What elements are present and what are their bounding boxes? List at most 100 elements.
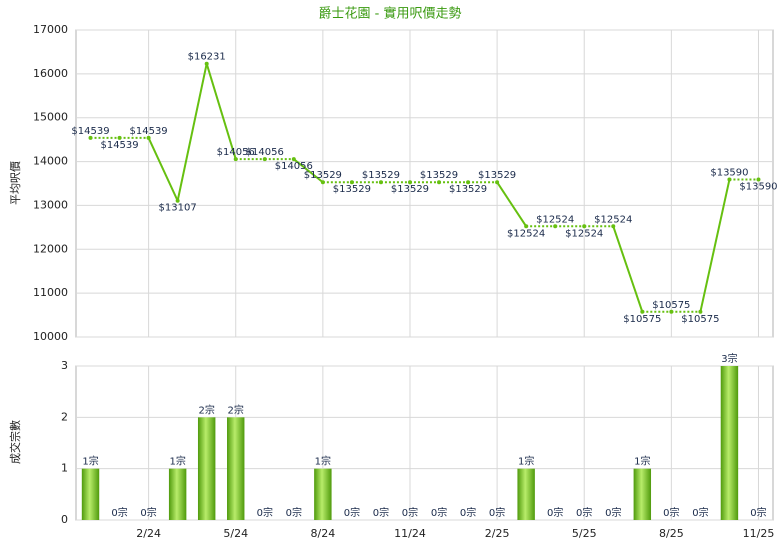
x-tick-label: 8/24 xyxy=(311,527,336,540)
value-label: $10575 xyxy=(652,300,690,311)
y-tick-label: 12000 xyxy=(33,242,68,255)
value-label: $14056 xyxy=(275,161,313,172)
point xyxy=(582,224,587,229)
value-label: 0宗 xyxy=(402,506,418,519)
y-tick-label: 11000 xyxy=(33,286,68,299)
point xyxy=(262,157,267,162)
line-segment xyxy=(147,137,179,202)
y-tick-label: 16000 xyxy=(33,67,68,80)
bar xyxy=(517,468,535,520)
point xyxy=(320,180,325,185)
line-segment xyxy=(612,225,644,313)
value-label: 0宗 xyxy=(257,506,273,519)
line-segment xyxy=(205,63,237,160)
value-label: $12524 xyxy=(536,214,574,225)
value-label: $13590 xyxy=(739,182,777,193)
value-label: $10575 xyxy=(623,314,661,325)
y-tick-label: 3 xyxy=(61,359,68,372)
point xyxy=(233,157,238,162)
value-label: 0宗 xyxy=(140,506,156,519)
x-tick-label: 2/24 xyxy=(136,527,161,540)
value-label: 0宗 xyxy=(692,506,708,519)
y-axis-label: 成交宗數 xyxy=(8,420,22,464)
bar xyxy=(314,468,332,520)
value-label: 2宗 xyxy=(199,403,215,416)
value-label: $13529 xyxy=(420,170,458,181)
value-label: $14539 xyxy=(71,126,109,137)
value-label: $13529 xyxy=(304,170,342,181)
y-tick-label: 13000 xyxy=(33,198,68,211)
point xyxy=(349,180,354,185)
x-tick-label: 11/24 xyxy=(394,527,426,540)
y-tick-label: 17000 xyxy=(33,23,68,36)
value-label: 2宗 xyxy=(228,403,244,416)
point xyxy=(698,309,703,314)
value-label: $13529 xyxy=(449,184,487,195)
value-label: 0宗 xyxy=(286,506,302,519)
point xyxy=(727,177,732,182)
bar xyxy=(168,468,187,520)
value-label: $14056 xyxy=(246,147,284,158)
y-tick-label: 1 xyxy=(61,462,68,475)
y-tick-label: 10000 xyxy=(33,330,68,343)
x-tick-label: 11/25 xyxy=(743,527,775,540)
point xyxy=(378,180,383,185)
y-axis-label: 平均呎價 xyxy=(8,161,22,205)
value-label: $13529 xyxy=(333,184,371,195)
point xyxy=(204,61,209,66)
value-label: $13107 xyxy=(159,203,197,214)
value-label: 1宗 xyxy=(82,455,98,468)
value-label: 0宗 xyxy=(373,506,389,519)
bar xyxy=(81,468,100,520)
bar xyxy=(197,417,216,520)
bar xyxy=(633,468,652,520)
bar xyxy=(720,366,739,520)
value-label: $12524 xyxy=(565,228,603,239)
value-label: $14539 xyxy=(100,140,138,151)
value-label: 1宗 xyxy=(169,455,185,468)
value-label: $13529 xyxy=(391,184,429,195)
point xyxy=(640,309,645,314)
value-label: 1宗 xyxy=(315,455,331,468)
point xyxy=(466,180,471,185)
value-label: 0宗 xyxy=(605,506,621,519)
value-label: 0宗 xyxy=(344,506,360,519)
x-tick-label: 8/25 xyxy=(659,527,684,540)
value-label: 3宗 xyxy=(721,352,737,365)
value-label: 0宗 xyxy=(431,506,447,519)
value-label: 0宗 xyxy=(576,506,592,519)
point xyxy=(175,198,180,203)
line-segment xyxy=(293,158,324,184)
x-tick-label: 5/25 xyxy=(572,527,597,540)
point xyxy=(669,309,674,314)
x-tick-label: 5/24 xyxy=(223,527,248,540)
value-label: 0宗 xyxy=(111,506,127,519)
y-tick-label: 15000 xyxy=(33,111,68,124)
y-tick-label: 14000 xyxy=(33,155,68,168)
point xyxy=(495,180,500,185)
value-label: 0宗 xyxy=(489,506,505,519)
value-label: 0宗 xyxy=(460,506,476,519)
value-label: 0宗 xyxy=(663,506,679,519)
point xyxy=(437,180,442,185)
value-label: $14056 xyxy=(217,147,255,158)
line-segment xyxy=(176,63,208,201)
line-segment xyxy=(699,179,731,312)
y-tick-label: 0 xyxy=(61,513,68,526)
value-label: 1宗 xyxy=(634,455,650,468)
value-label: $16231 xyxy=(188,52,226,63)
point xyxy=(524,224,529,229)
value-label: 1宗 xyxy=(518,455,534,468)
point xyxy=(291,157,296,162)
point xyxy=(407,180,412,185)
value-label: $13590 xyxy=(710,168,748,179)
value-label: $12524 xyxy=(507,228,545,239)
value-label: $10575 xyxy=(681,314,719,325)
x-tick-label: 2/25 xyxy=(485,527,510,540)
point xyxy=(756,177,761,182)
point xyxy=(611,224,616,229)
line-segment xyxy=(496,181,527,227)
value-label: $13529 xyxy=(362,170,400,181)
value-label: $12524 xyxy=(594,214,632,225)
